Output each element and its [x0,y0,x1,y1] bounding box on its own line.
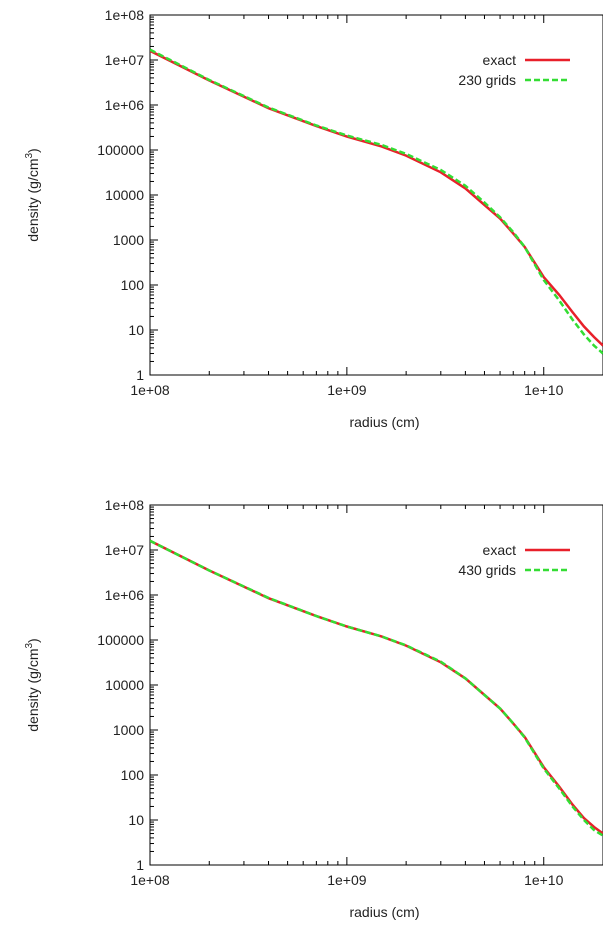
chart-1-legend-label: exact [483,542,517,558]
chart-1-legend-label: 430 grids [458,562,516,578]
chart-0-legend-label: 230 grids [458,72,516,88]
chart-0-series-approx-line [150,48,603,355]
chart-0-x-tick-label: 1e+10 [524,382,564,398]
chart-0-series-exact-line [150,49,603,347]
chart-0-y-tick-label: 10 [128,322,144,338]
chart-1-y-tick-label: 10000 [105,677,144,693]
chart-0-x-axis-label: radius (cm) [349,414,419,430]
chart-1-plot-frame [149,504,603,866]
density-chart-bottom: 1 10 100 1000 10000 100000 1e+06 1e+07 1e+08 1e+0… [24,497,603,920]
chart-0-x-tick-label: 1e+08 [130,382,170,398]
chart-0-plot-frame [149,14,603,376]
chart-1-y-axis-label-close: ) [25,638,41,643]
chart-0-y-axis-label-sup: 3 [24,152,35,158]
chart-1-y-axis-label-main: density (g/cm [25,648,41,731]
chart-1-x-tick-label: 1e+08 [130,872,170,888]
chart-1-y-tick-label: 1000 [113,722,144,738]
chart-1-y-axis-label: density (g/cm3) [24,638,41,731]
chart-1-y-tick-label: 100000 [97,632,144,648]
chart-0-y-tick-label: 100 [121,277,145,293]
chart-0-y-axis-label: density (g/cm3) [24,148,41,241]
density-chart-top: 1 10 100 1000 10000 100000 1e+06 1e+07 1e+08 1e+0… [24,7,603,430]
chart-1-y-tick-label: 100 [121,767,145,783]
chart-1-x-axis-label: radius (cm) [349,904,419,920]
chart-0-y-axis-label-main: density (g/cm [25,158,41,241]
chart-0-x-tick-label: 1e+09 [327,382,367,398]
chart-0-y-tick-label: 1e+06 [105,97,145,113]
chart-1-y-axis-label-sup: 3 [24,642,35,648]
chart-0-y-tick-label: 1 [136,367,144,383]
chart-1-x-tick-label: 1e+09 [327,872,367,888]
chart-0-y-tick-label: 100000 [97,142,144,158]
chart-1-series-exact-line [150,539,603,835]
chart-1-y-tick-label: 1 [136,857,144,873]
chart-0-series-group [150,48,603,355]
chart-0-legend-label: exact [483,52,517,68]
chart-1-series-approx-line [150,539,603,837]
chart-0-y-tick-label: 10000 [105,187,144,203]
chart-0-y-tick-label: 1000 [113,232,144,248]
chart-0-y-tick-label: 1e+07 [105,52,145,68]
chart-0-y-axis-label-close: ) [25,148,41,153]
chart-0-y-tick-label: 1e+08 [105,7,145,23]
chart-1-y-tick-label: 1e+08 [105,497,145,513]
chart-1-x-tick-label: 1e+10 [524,872,564,888]
chart-1-series-group [150,539,603,837]
chart-1-y-tick-label: 1e+06 [105,587,145,603]
chart-1-y-tick-label: 10 [128,812,144,828]
chart-1-y-tick-label: 1e+07 [105,542,145,558]
